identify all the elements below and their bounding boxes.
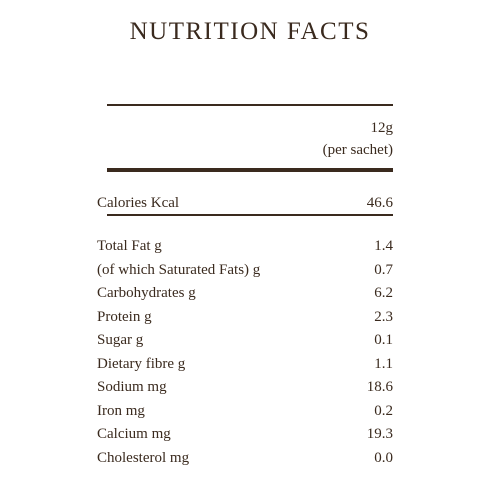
title: NUTRITION FACTS — [129, 18, 371, 45]
top-rule — [107, 104, 393, 106]
calories-label: Calories Kcal — [97, 195, 180, 211]
calories-value: 46.6 — [366, 195, 393, 211]
calories-rule — [107, 214, 393, 216]
serving-unit: (per sachet) — [322, 142, 393, 158]
thick-rule — [107, 168, 393, 172]
nutrient-name: Iron mg — [97, 402, 145, 419]
nutrient-name: Cholesterol mg — [97, 449, 190, 466]
nutrient-name: Dietary fibre g — [97, 355, 186, 372]
nutrient-value: 19.3 — [366, 426, 393, 442]
nutrient-value: 1.4 — [374, 238, 393, 254]
nutrient-value: 0.7 — [374, 261, 393, 278]
nutrient-value: 6.2 — [374, 285, 393, 301]
nutrient-name: Protein g — [97, 308, 152, 325]
serving-size: 12g — [370, 120, 394, 136]
nutrient-value: 0.0 — [374, 449, 393, 466]
nutrient-name: Sodium mg — [97, 379, 167, 395]
nutrient-name: Carbohydrates g — [97, 285, 196, 301]
nutrient-value: 2.3 — [374, 308, 393, 325]
nutrient-value: 18.6 — [366, 379, 393, 395]
nutrient-name: Total Fat g — [97, 238, 162, 254]
nutrient-value: 0.2 — [374, 402, 393, 419]
nutrient-name: Calcium mg — [97, 426, 171, 442]
nutrient-value: 1.1 — [374, 355, 393, 372]
nutrient-name: (of which Saturated Fats) g — [97, 261, 261, 278]
nutrient-value: 0.1 — [374, 332, 393, 348]
nutrient-name: Sugar g — [97, 332, 144, 348]
